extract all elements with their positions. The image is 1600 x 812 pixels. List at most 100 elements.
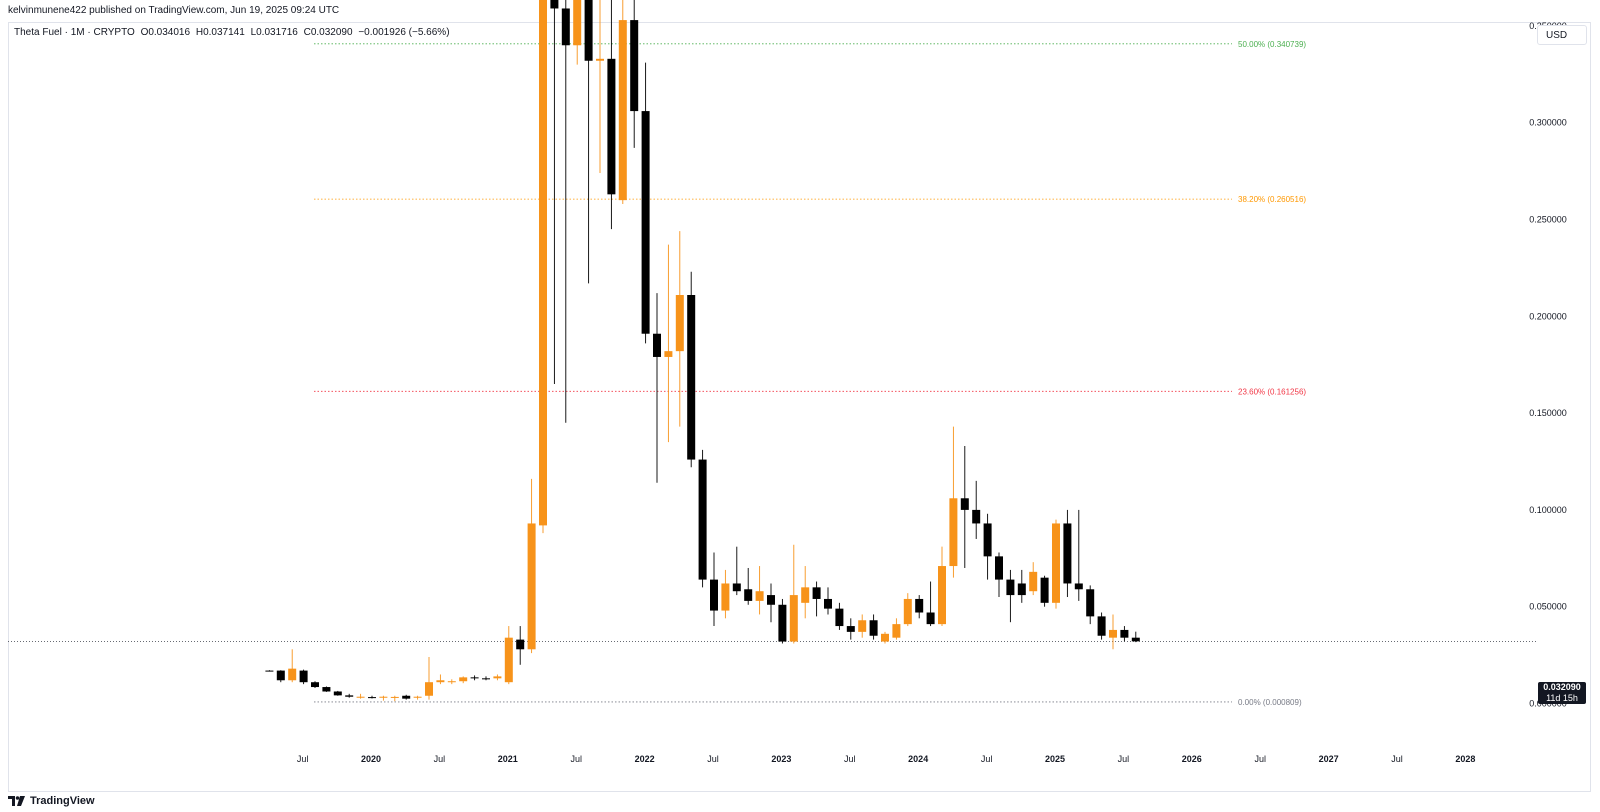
fib-level-label: 50.00% (0.340739)	[1238, 40, 1306, 49]
candle-body	[630, 20, 639, 112]
x-axis-tick-label: 2021	[498, 754, 518, 764]
candle-body	[812, 587, 821, 599]
candle-body	[767, 595, 775, 605]
candle-body	[1006, 579, 1015, 596]
candle-body	[527, 523, 536, 650]
candle-body	[402, 695, 411, 699]
price-change: −0.001926 (−5.66%)	[358, 27, 450, 38]
candle-body	[482, 678, 490, 680]
x-axis-tick-label: 2025	[1045, 754, 1065, 764]
x-axis-tick-label: 2023	[771, 754, 791, 764]
candle-body	[447, 681, 456, 683]
brand-name: TradingView	[30, 795, 95, 807]
candle-body	[539, 0, 547, 526]
candle-body	[493, 676, 502, 679]
candle-body	[755, 591, 764, 601]
fib-level-label: 23.60% (0.161256)	[1238, 387, 1306, 396]
candle-body	[949, 498, 958, 567]
candle-body	[846, 626, 855, 632]
candle-body	[550, 0, 559, 9]
publish-info: kelvinmunene422 published on TradingView…	[8, 5, 340, 16]
candle-body	[778, 604, 787, 642]
candle-body	[276, 670, 285, 681]
candle-body	[675, 295, 684, 352]
ohlc-open: O0.034016	[140, 27, 191, 38]
x-axis-tick-label: Jul	[570, 754, 582, 764]
candle-body	[835, 608, 844, 627]
candle-body	[356, 696, 365, 698]
candle-body	[1063, 523, 1072, 584]
x-axis-tick-label: Jul	[1391, 754, 1403, 764]
candle-body	[459, 677, 468, 682]
candle-body	[345, 695, 354, 697]
fib-level-label: 0.00% (0.000809)	[1238, 698, 1302, 707]
candle-body	[584, 0, 593, 61]
ohlc-low: L0.031716	[250, 27, 298, 38]
candle-body	[265, 670, 274, 672]
x-axis-tick-label: 2027	[1319, 754, 1339, 764]
bar-countdown: 11d 15h	[1546, 693, 1578, 703]
candle-body	[972, 509, 981, 524]
candle-body	[960, 498, 969, 510]
symbol-title[interactable]: Theta Fuel · 1M · CRYPTO	[14, 27, 135, 38]
x-axis-tick-label: 2022	[635, 754, 655, 764]
candle-body	[1109, 629, 1117, 638]
candle-body	[1131, 637, 1140, 642]
x-axis-tick-label: 2020	[361, 754, 381, 764]
candle-body	[858, 620, 867, 632]
tradingview-brand[interactable]: TradingView	[8, 794, 95, 808]
candle-body	[869, 620, 878, 636]
x-axis-tick-label: 2026	[1182, 754, 1202, 764]
x-axis-tick-label: Jul	[707, 754, 719, 764]
candle-body	[983, 523, 992, 557]
currency-button[interactable]: USD	[1537, 25, 1587, 45]
candle-body	[789, 595, 798, 642]
candle-body	[1052, 523, 1060, 603]
candle-body	[470, 677, 479, 679]
y-axis-tick-label: 0.150000	[1529, 408, 1567, 418]
candle-body	[1040, 577, 1049, 603]
candle-body	[425, 682, 433, 696]
candle-body	[561, 8, 570, 46]
candle-body	[653, 333, 661, 357]
candle-body	[801, 587, 810, 603]
symbol-legend: Theta Fuel · 1M · CRYPTO O0.034016 H0.03…	[14, 26, 453, 40]
candle-body	[1086, 589, 1095, 617]
candle-body	[687, 295, 696, 460]
x-axis-tick-label: Jul	[297, 754, 309, 764]
candle-body	[596, 58, 604, 61]
candle-body	[379, 696, 388, 698]
candle-body	[573, 0, 582, 46]
x-axis-tick-label: Jul	[1118, 754, 1130, 764]
last-price-label: 0.032090 11d 15h	[1538, 682, 1586, 704]
candle-body	[698, 459, 707, 580]
y-axis-tick-label: 0.250000	[1529, 215, 1567, 225]
candle-body	[881, 633, 889, 642]
y-axis-tick-label: 0.100000	[1529, 505, 1567, 515]
candle-body	[664, 351, 673, 357]
candle-body	[915, 598, 924, 613]
candle-body	[710, 579, 718, 611]
x-axis-tick-label: Jul	[981, 754, 993, 764]
ohlc-close: C0.032090	[303, 27, 353, 38]
candle-body	[744, 589, 753, 601]
candle-body	[390, 696, 399, 698]
y-axis-tick-label: 0.050000	[1529, 602, 1567, 612]
candle-body	[322, 687, 331, 692]
candle-body	[1097, 616, 1106, 636]
candle-body	[516, 639, 525, 650]
candle-body	[926, 612, 935, 625]
candle-body	[413, 696, 422, 698]
candle-body	[504, 637, 513, 683]
candle-body	[436, 680, 445, 683]
chart-frame	[8, 22, 1591, 792]
last-price-value: 0.032090	[1543, 682, 1581, 692]
candle-body	[1120, 629, 1129, 638]
candle-body	[311, 682, 319, 688]
candle-body	[732, 583, 741, 592]
x-axis-tick-label: 2024	[908, 754, 928, 764]
y-axis-tick-label: 0.300000	[1529, 118, 1567, 128]
candle-body	[368, 697, 376, 699]
candle-body	[641, 111, 650, 334]
